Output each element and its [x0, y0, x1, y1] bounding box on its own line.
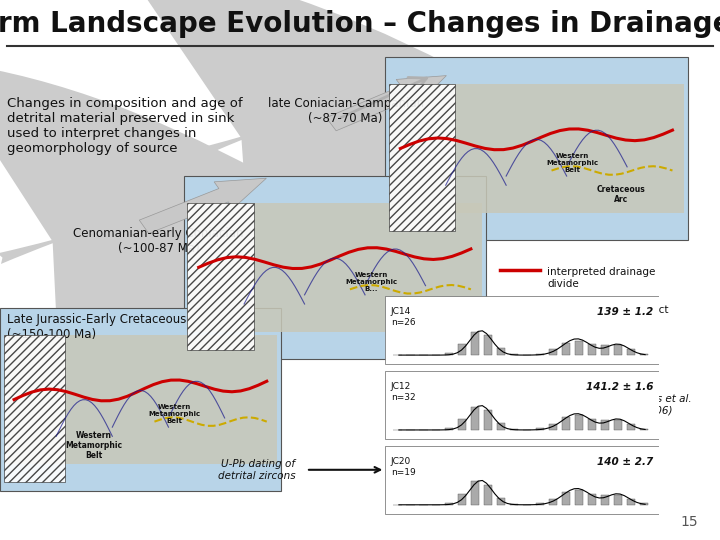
Text: JC20
n=19: JC20 n=19: [391, 457, 415, 477]
FancyBboxPatch shape: [187, 203, 482, 332]
Bar: [575, 490, 583, 505]
Polygon shape: [139, 178, 266, 233]
Bar: [484, 335, 492, 355]
Bar: [510, 354, 518, 355]
FancyBboxPatch shape: [0, 308, 281, 491]
Bar: [445, 353, 454, 355]
Text: Cretaceous
Arc: Cretaceous Arc: [597, 185, 645, 204]
Bar: [510, 429, 518, 430]
Bar: [484, 410, 492, 430]
Bar: [536, 503, 544, 505]
Bar: [600, 495, 609, 505]
Bar: [639, 503, 648, 505]
Bar: [600, 345, 609, 355]
Bar: [639, 354, 648, 355]
Text: 141.2 ± 1.6: 141.2 ± 1.6: [586, 382, 653, 393]
FancyArrowPatch shape: [120, 0, 451, 354]
Bar: [385, 371, 659, 439]
Text: interpreted drainage
divide: interpreted drainage divide: [547, 267, 656, 289]
Bar: [458, 419, 467, 430]
FancyBboxPatch shape: [184, 176, 486, 359]
Text: JC12
n=32: JC12 n=32: [391, 382, 415, 402]
Bar: [497, 498, 505, 505]
Text: Cenomanian-early Coniacian
(~100-87 Ma): Cenomanian-early Coniacian (~100-87 Ma): [73, 227, 243, 255]
Bar: [588, 419, 596, 430]
Bar: [575, 341, 583, 355]
Text: 140 ± 2.7: 140 ± 2.7: [597, 457, 653, 467]
Bar: [497, 348, 505, 355]
Text: U-Pb dating of
detrital zircons: U-Pb dating of detrital zircons: [217, 459, 295, 481]
Text: Western
Metamorphic
Belt: Western Metamorphic Belt: [65, 430, 122, 461]
Bar: [458, 344, 467, 355]
Text: Late Jurassic-Early Cretaceous
(~150-100 Ma): Late Jurassic-Early Cretaceous (~150-100…: [7, 313, 186, 341]
Bar: [549, 499, 557, 505]
FancyBboxPatch shape: [4, 335, 66, 482]
Polygon shape: [326, 76, 446, 131]
Bar: [484, 485, 492, 505]
Bar: [536, 428, 544, 430]
Bar: [600, 420, 609, 430]
FancyBboxPatch shape: [385, 57, 688, 240]
Bar: [575, 415, 583, 430]
Bar: [445, 428, 454, 430]
FancyBboxPatch shape: [389, 84, 455, 231]
Bar: [562, 417, 570, 430]
Bar: [626, 349, 635, 355]
Text: Western
Metamorphic
B...: Western Metamorphic B...: [345, 272, 397, 292]
Bar: [613, 495, 622, 505]
Bar: [562, 492, 570, 505]
FancyBboxPatch shape: [389, 84, 684, 213]
Bar: [471, 482, 480, 505]
Text: Changes in composition and age of
detrital material preserved in sink
used to in: Changes in composition and age of detrit…: [7, 97, 243, 155]
Bar: [536, 354, 544, 355]
Bar: [639, 429, 648, 430]
Bar: [549, 349, 557, 355]
Bar: [626, 499, 635, 505]
Bar: [588, 494, 596, 505]
Bar: [385, 446, 659, 514]
Bar: [613, 420, 622, 430]
Bar: [562, 342, 570, 355]
Text: Surpless et al.
(2006): Surpless et al. (2006): [618, 394, 692, 416]
Bar: [385, 296, 659, 364]
Text: JC14
n=26: JC14 n=26: [391, 307, 415, 327]
Bar: [549, 424, 557, 430]
Bar: [613, 345, 622, 355]
Text: Cretaceous
Arc: Cretaceous Arc: [395, 303, 444, 323]
Text: 139 ± 1.2: 139 ± 1.2: [597, 307, 653, 318]
Text: Long-Term Landscape Evolution – Changes in Drainage Divide: Long-Term Landscape Evolution – Changes …: [0, 10, 720, 38]
Text: eastern limit of distinct
source terrane: eastern limit of distinct source terrane: [547, 305, 669, 327]
FancyArrowPatch shape: [0, 60, 264, 457]
Bar: [445, 503, 454, 505]
Text: Western
Metamorphic
Belt: Western Metamorphic Belt: [546, 153, 599, 173]
Bar: [458, 494, 467, 505]
Bar: [497, 423, 505, 430]
FancyBboxPatch shape: [187, 203, 253, 350]
Text: Western
Metamorphic
Belt: Western Metamorphic Belt: [148, 404, 200, 424]
Bar: [588, 345, 596, 355]
Text: 15: 15: [681, 515, 698, 529]
Text: late Coniacian-Campanian
(~87-70 Ma): late Coniacian-Campanian (~87-70 Ma): [268, 97, 423, 125]
Bar: [626, 424, 635, 430]
Bar: [510, 504, 518, 505]
Bar: [471, 332, 480, 355]
Bar: [471, 407, 480, 430]
FancyBboxPatch shape: [4, 335, 277, 464]
